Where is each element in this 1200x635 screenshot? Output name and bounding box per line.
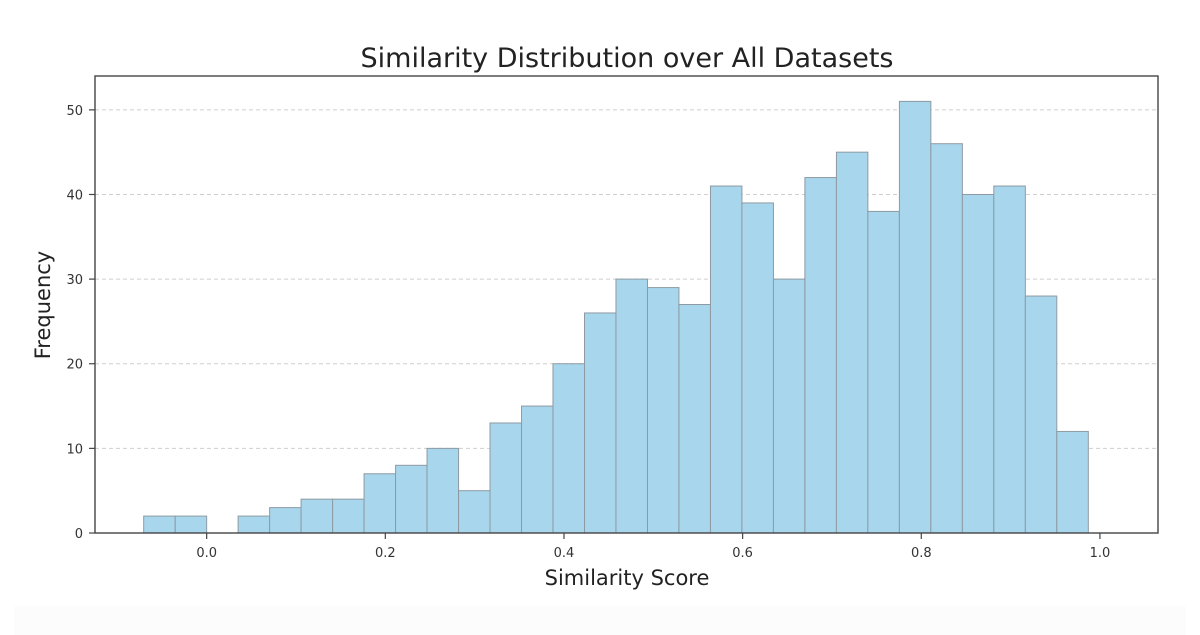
bars [143, 100, 1089, 534]
chart-title: Similarity Distribution over All Dataset… [361, 43, 894, 74]
histogram-bar [615, 278, 648, 534]
x-axis-label: Similarity Score [545, 566, 710, 590]
y-tick-label: 20 [66, 358, 83, 373]
y-tick-label: 10 [66, 442, 83, 457]
histogram-bar [552, 363, 586, 534]
x-tick-label: 0.6 [732, 546, 753, 561]
y-tick-label: 40 [66, 188, 83, 203]
histogram-bar [772, 278, 806, 534]
plot-frame [94, 75, 1159, 534]
y-tick-label: 50 [66, 104, 83, 119]
x-tick-label: 0.8 [911, 546, 932, 561]
y-ticks: 0 10 20 30 40 50 [66, 104, 95, 542]
histogram-bar [584, 312, 617, 534]
histogram-bar [678, 304, 711, 534]
x-tick-label: 0.0 [196, 546, 217, 561]
histogram-bar [804, 177, 837, 534]
histogram-bar [174, 515, 208, 534]
histogram-bar [709, 185, 743, 534]
histogram-bar [300, 498, 334, 534]
histogram-bar [930, 143, 963, 534]
histogram-bar [269, 507, 302, 534]
histogram-bar [993, 185, 1026, 534]
histogram-bar [458, 490, 491, 534]
histogram-bar [363, 473, 397, 534]
x-tick-label: 0.4 [554, 546, 575, 561]
x-tick-label: 1.0 [1090, 546, 1111, 561]
histogram-bar [646, 287, 680, 534]
histogram-bar [1024, 295, 1058, 534]
histogram-bar [1056, 430, 1089, 534]
histogram-bar [332, 498, 365, 534]
y-axis-label: Frequency [31, 251, 55, 360]
histogram-bar [395, 464, 428, 534]
histogram-bar [426, 447, 460, 534]
y-tick-label: 0 [75, 527, 83, 542]
histogram-bar [741, 202, 774, 534]
y-tick-label: 30 [66, 273, 83, 288]
histogram-bar [237, 515, 271, 534]
footer-band [14, 606, 1186, 635]
histogram-bar [489, 422, 523, 534]
histogram-bar [143, 515, 176, 534]
histogram-bar [898, 100, 932, 534]
x-ticks: 0.0 0.2 0.4 0.6 0.8 1.0 [196, 533, 1110, 561]
histogram-bar [867, 210, 900, 534]
histogram-bar [521, 405, 554, 534]
histogram-bar [961, 193, 995, 534]
histogram-bar [835, 151, 869, 534]
x-tick-label: 0.2 [375, 546, 396, 561]
